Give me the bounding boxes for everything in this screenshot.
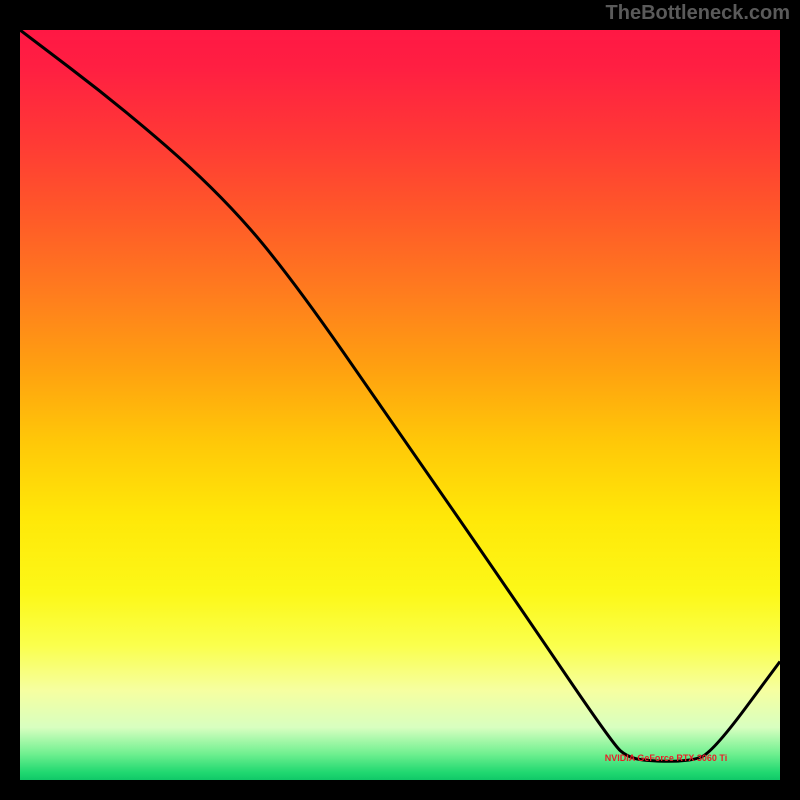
attribution-text: TheBottleneck.com — [606, 2, 790, 25]
gradient-background — [20, 30, 780, 780]
gpu-watermark-label: NVIDIA GeForce RTX 3060 Ti — [605, 753, 728, 763]
plot-svg — [20, 30, 780, 780]
plot-area: NVIDIA GeForce RTX 3060 Ti — [20, 30, 780, 780]
